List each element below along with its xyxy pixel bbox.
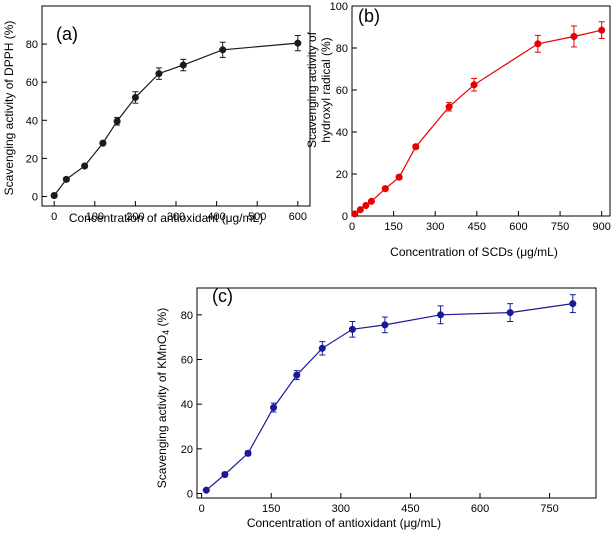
panel-a-plot: 0 100 200 300 400 500 600 0 20 40 60 80: [26, 5, 311, 223]
panel-b-series-line: [354, 29, 602, 215]
panel-a-ytick-label: 40: [26, 115, 38, 127]
panel-c-data-point: [221, 470, 229, 479]
panel-a-data-point: [131, 93, 139, 101]
panel-c-data-point: [202, 486, 210, 494]
panel-c-xlabel: Concentration of antioxidant (μg/mL): [247, 516, 441, 530]
panel-a-ytick-label: 60: [26, 77, 38, 89]
panel-c-data-point: [348, 325, 356, 333]
panel-b-data-point: [534, 40, 542, 48]
panel-a-data-point: [50, 191, 58, 200]
panel-a-data-point: [155, 70, 163, 78]
panel-b-data-point: [381, 185, 389, 193]
panel-c-plot: 0 150 300 450 600 750 0 20 40 60 80: [181, 287, 597, 515]
panel-b-data-point: [470, 81, 478, 89]
panel-b-axes-frame: [351, 5, 611, 217]
panel-a-xtick-label: 500: [248, 211, 266, 223]
panel-b-ylabel-line2: hydroxyl radical (%): [319, 37, 333, 142]
panel-c-ylabel-tail: (%): [155, 308, 169, 330]
panel-b-data-point: [351, 210, 359, 218]
panel-a-xtick-label: 400: [207, 211, 225, 223]
panel-c-data-point: [244, 449, 252, 457]
panel-b-xtick-label: 300: [426, 221, 444, 233]
panel-c-ytick-label: 60: [181, 354, 193, 366]
panel-b-xtick-label: 900: [592, 221, 610, 233]
panel-b-xtick-label: 450: [468, 221, 486, 233]
panel-c-xtick-label: 0: [199, 503, 205, 515]
panel-b-ytick-label: 0: [342, 211, 348, 223]
panel-c-data-point: [293, 371, 301, 379]
panel-b-xtick-label: 150: [384, 221, 402, 233]
panel-a-xtick-label: 0: [51, 211, 57, 223]
panel-b-data-point: [356, 206, 364, 214]
panel-c-data-point: [318, 344, 326, 352]
panel-a-ytick-label: 80: [26, 39, 38, 51]
panel-c-data-point: [270, 403, 278, 412]
panel-a-data-point: [294, 39, 302, 47]
panel-a-xlabel: Concentration of antioxidant (μg/mL): [69, 211, 263, 225]
panel-b-data-point: [395, 173, 403, 181]
panel-b-xlabel: Concentration of SCDs (μg/mL): [390, 245, 558, 259]
panel-c: (c) Scavenging activity of KMnO4 (%) Con…: [155, 286, 597, 530]
panel-c-data-point: [381, 321, 389, 329]
panel-c-ytick-label: 20: [181, 444, 193, 456]
panel-b-ytick-label: 80: [336, 43, 348, 55]
panel-a: (a) Scavenging activity of DPPH (%) Conc…: [2, 5, 311, 225]
panel-c-axes-frame: [196, 287, 597, 499]
panel-a-xtick-label: 100: [86, 211, 104, 223]
panel-b-plot: 0 150 300 450 600 750 900 0 20 40 60 80 100: [330, 1, 611, 233]
panel-a-ytick-label: 20: [26, 153, 38, 165]
panel-c-data-point: [437, 311, 445, 319]
panel-b: (b) Scavenging activity of hydroxyl radi…: [305, 1, 611, 259]
panel-c-data-point: [506, 309, 514, 317]
panel-a-data-point: [179, 61, 187, 69]
panel-c-ytick-label: 80: [181, 310, 193, 322]
panel-b-ytick-label: 20: [336, 169, 348, 181]
panel-c-xtick-label: 300: [332, 503, 350, 515]
panel-c-xtick-label: 600: [471, 503, 489, 515]
panel-c-xtick-label: 150: [262, 503, 280, 515]
panel-c-xtick-label: 450: [401, 503, 419, 515]
panel-b-xtick-label: 0: [349, 221, 355, 233]
panel-b-xtick-label: 750: [551, 221, 569, 233]
panel-c-series-line: [205, 303, 573, 491]
panel-b-xtick-label: 600: [509, 221, 527, 233]
panel-c-ylabel: Scavenging activity of KMnO4 (%): [155, 308, 171, 488]
panel-a-axes-frame: [41, 5, 311, 207]
panel-a-data-point: [62, 175, 70, 183]
panel-c-data-point: [569, 300, 577, 308]
panel-b-data-point: [367, 197, 375, 205]
panel-b-data-point: [445, 103, 453, 111]
panel-b-ytick-label: 60: [336, 85, 348, 97]
panel-c-ylabel-main: Scavenging activity of KMnO: [155, 335, 169, 488]
panel-b-ytick-label: 40: [336, 127, 348, 139]
panel-c-ytick-label: 40: [181, 399, 193, 411]
panel-b-data-point: [362, 201, 370, 210]
panel-a-xtick-label: 200: [126, 211, 144, 223]
panel-a-data-point: [99, 139, 107, 147]
panel-a-data-point: [81, 162, 89, 170]
panel-c-label: (c): [212, 286, 233, 306]
panel-a-xtick-label: 300: [167, 211, 185, 223]
panel-b-label: (b): [358, 6, 380, 26]
panel-c-ylabel-sub: 4: [161, 330, 171, 335]
panel-b-data-point: [570, 32, 578, 41]
panel-b-data-point: [412, 143, 420, 151]
panel-a-data-point: [113, 117, 121, 125]
panel-a-ylabel: Scavenging activity of DPPH (%): [2, 21, 16, 196]
panel-b-ylabel-line1: Scavenging activity of: [305, 31, 319, 148]
panel-b-data-point: [598, 26, 606, 34]
panel-b-ytick-label: 100: [330, 1, 348, 13]
panel-a-xtick-label: 600: [289, 211, 307, 223]
panel-a-data-point: [219, 46, 227, 54]
panel-a-series-line: [53, 42, 298, 196]
panel-a-ytick-label: 0: [32, 191, 38, 203]
panel-a-label: (a): [56, 24, 78, 44]
panel-c-xtick-label: 750: [540, 503, 558, 515]
panel-c-ytick-label: 0: [187, 489, 193, 501]
